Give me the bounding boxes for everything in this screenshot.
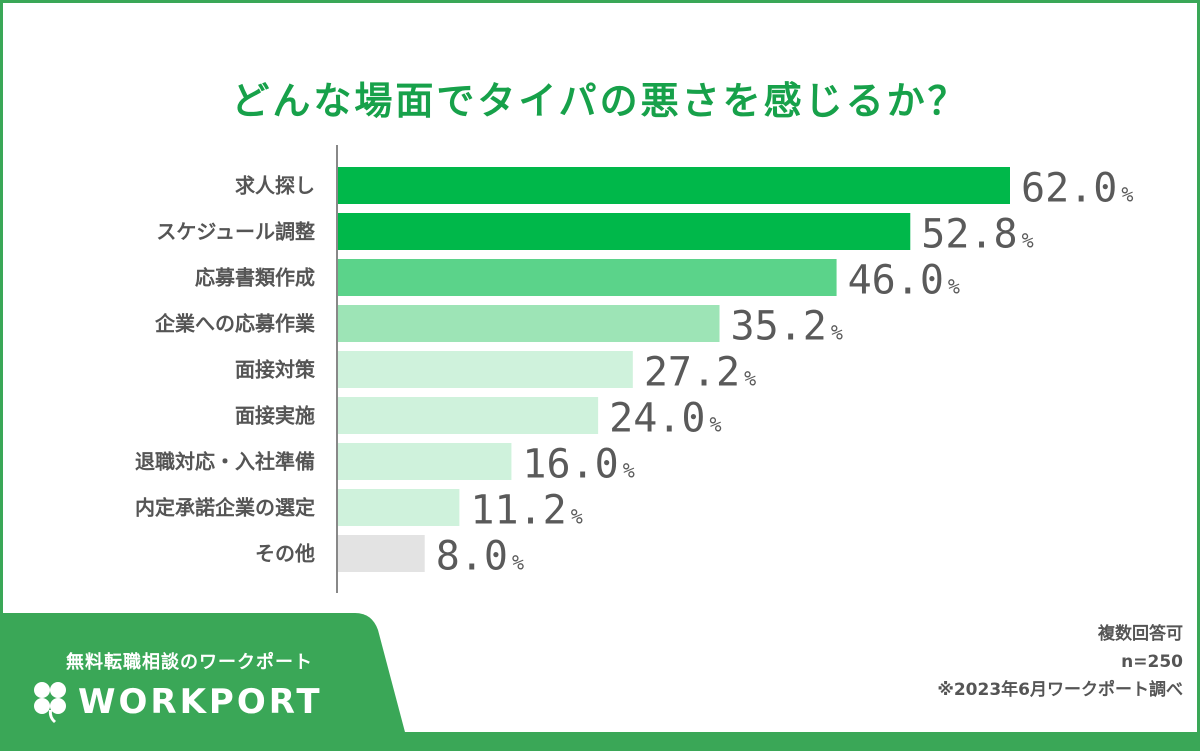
percent-unit: % <box>623 459 635 483</box>
value-number: 11.2 <box>470 488 566 534</box>
category-label: 企業への応募作業 <box>154 312 316 336</box>
percent-unit: % <box>1121 183 1133 207</box>
percent-unit: % <box>1022 229 1034 253</box>
category-label: 退職対応・入社準備 <box>135 450 315 474</box>
chart-title: どんな場面でタイパの悪さを感じるか？ <box>231 79 969 123</box>
percent-unit: % <box>948 275 960 299</box>
notes: 複数回答可 n=250 ※2023年6月ワークポート調べ <box>937 620 1183 704</box>
bar <box>338 259 837 296</box>
value-label: 8.0% <box>436 534 524 580</box>
percent-unit: % <box>744 367 756 391</box>
value-number: 24.0 <box>609 396 705 442</box>
category-label: スケジュール調整 <box>156 220 315 244</box>
brand-tagline: 無料転職相談のワークポート <box>66 652 313 673</box>
workport-logo: WORKPORT <box>30 680 323 724</box>
bar <box>338 489 460 526</box>
value-label: 27.2% <box>644 350 756 396</box>
value-number: 52.8 <box>921 212 1017 258</box>
value-number: 62.0 <box>1021 166 1117 212</box>
bar <box>338 397 599 434</box>
value-number: 35.2 <box>731 304 827 350</box>
value-label: 16.0% <box>522 442 634 488</box>
category-label: 内定承諾企業の選定 <box>135 496 315 520</box>
value-label: 24.0% <box>609 396 721 442</box>
category-label: 求人探し <box>235 174 315 198</box>
bar <box>338 535 425 572</box>
percent-unit: % <box>709 413 721 437</box>
value-number: 27.2 <box>644 350 740 396</box>
value-number: 16.0 <box>522 442 618 488</box>
bar <box>338 213 911 250</box>
category-label: その他 <box>255 542 315 566</box>
bar <box>338 351 633 388</box>
percent-unit: % <box>512 551 524 575</box>
percent-unit: % <box>831 321 843 345</box>
clover-icon <box>34 682 66 723</box>
bar <box>338 305 720 342</box>
bar <box>338 443 512 480</box>
bottom-band <box>0 732 1200 751</box>
value-label: 11.2% <box>470 488 582 534</box>
value-label: 35.2% <box>731 304 843 350</box>
value-label: 52.8% <box>921 212 1033 258</box>
multiple-answer-note: 複数回答可 <box>1098 624 1183 644</box>
logo-text: WORKPORT <box>78 682 323 722</box>
source-note: ※2023年6月ワークポート調べ <box>937 680 1183 700</box>
sample-size: n=250 <box>1121 652 1183 672</box>
value-label: 46.0% <box>848 258 960 304</box>
value-number: 46.0 <box>848 258 944 304</box>
value-label: 62.0% <box>1021 166 1133 212</box>
percent-unit: % <box>571 505 583 529</box>
value-number: 8.0 <box>436 534 508 580</box>
category-label: 面接実施 <box>235 404 315 428</box>
category-label: 面接対策 <box>235 358 316 382</box>
bar-chart: 求人探し 62.0 % スケジュール調整 52.8 % 応募書類作成 46.0 % 企業への応募作… <box>135 145 1133 593</box>
category-label: 応募書類作成 <box>195 266 315 290</box>
bar <box>338 167 1010 204</box>
